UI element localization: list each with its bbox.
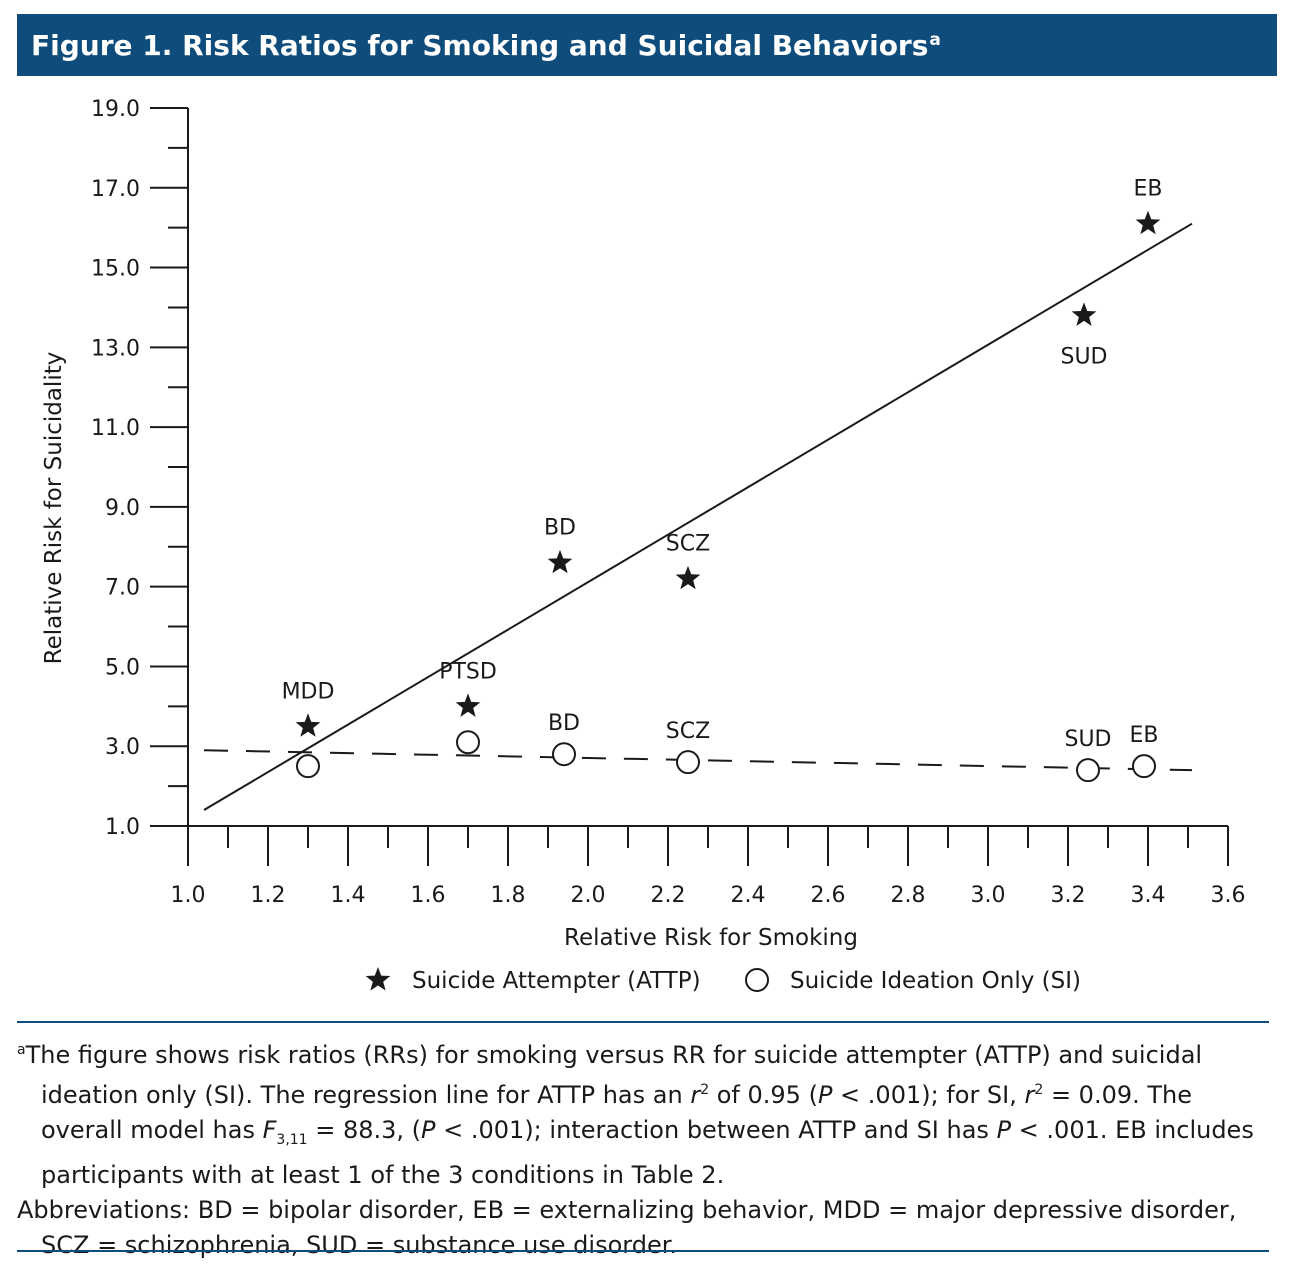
si-circle-point [1076,758,1100,783]
scatter-chart: 1.0 3.0 5.0 7.0 9.0 11.0 13.0 15.0 17.0 19.0 1.0 1.… [41,97,1246,994]
x-axis-title: Relative Risk for Smoking [564,925,858,951]
x-tick-label: 1.8 [491,883,526,908]
si-circle-point [296,754,320,779]
attp-star-point [1135,210,1161,235]
y-tick-label: 9.0 [105,496,140,521]
x-tick-label: 3.4 [1131,883,1166,908]
footnote-text: = 0.09. The overall model has [41,1081,1193,1144]
footnote-text: = 88.3, ( [307,1116,422,1144]
footnote-text: < .001); interaction between ATTP and SI… [435,1116,997,1144]
y-tick-label: 3.0 [105,735,140,760]
y-tick-label: 17.0 [91,177,140,202]
attp-regression-line [203,222,1193,811]
x-tick-label: 3.0 [971,883,1006,908]
footnote-r: r [690,1081,701,1109]
x-tick-label: 1.4 [331,883,366,908]
x-tick-label: 3.6 [1211,883,1246,908]
point-label: SCZ [666,719,710,744]
point-label: BD [544,516,576,541]
x-tick-label: 2.2 [651,883,686,908]
figure-title-footnote-mark: a [929,30,941,50]
point-label: SUD [1064,727,1111,752]
x-tick-label: 3.2 [1051,883,1086,908]
axes: 1.0 3.0 5.0 7.0 9.0 11.0 13.0 15.0 17.0 19.0 1.0 1.… [91,97,1245,908]
footnote: aThe figure shows risk ratios (RRs) for … [17,1033,1277,1263]
point-label: MDD [282,679,335,704]
legend-circle-icon [745,968,769,992]
point-label: PTSD [439,659,497,684]
y-tick-label: 15.0 [91,257,140,282]
x-tick-label: 2.6 [811,883,846,908]
footnote-f-sub: 3,11 [276,1131,308,1148]
attp-star-point [547,549,573,574]
footnote-r: r [1024,1081,1035,1109]
data-points [295,210,1161,783]
footnote-abbreviations: Abbreviations: BD = bipolar disorder, EB… [17,1195,1237,1259]
footnote-p: P [996,1116,1012,1144]
x-tick-label: 1.2 [251,883,286,908]
si-circle-point [676,750,700,775]
footnote-f: F [262,1116,277,1144]
y-tick-label: 19.0 [91,97,140,122]
footnote-text: < .001); for SI, [832,1081,1025,1109]
y-axis-title: Relative Risk for Suicidality [41,352,67,665]
footnote-text: of 0.95 ( [709,1081,818,1109]
x-tick-label: 2.4 [731,883,766,908]
x-tick-label: 2.8 [891,883,926,908]
footnote-r-sup: 2 [700,1082,710,1098]
point-label: EB [1130,723,1159,748]
point-label: SUD [1060,344,1107,369]
legend: Suicide Attempter (ATTP) Suicide Ideation… [365,967,1081,994]
attp-star-point [675,565,701,590]
y-tick-label: 1.0 [105,815,140,840]
legend-attp-label: Suicide Attempter (ATTP) [412,968,701,994]
footnote-text: < .001. EB includes participants with at… [41,1116,1254,1189]
legend-star-icon [365,967,391,991]
legend-si-label: Suicide Ideation Only (SI) [790,968,1081,994]
x-tick-label: 1.0 [171,883,206,908]
attp-star-point [1071,302,1097,326]
footnote-r-sup: 2 [1034,1082,1044,1098]
y-tick-label: 7.0 [105,576,140,601]
attp-star-point [295,713,321,737]
footnote-mark: a [17,1042,26,1058]
point-label: BD [548,711,580,736]
footnote-p: P [421,1116,436,1144]
footnote-text: The figure shows risk ratios (RRs) for s… [25,1041,1203,1109]
point-label: SCZ [666,532,710,557]
footnote-note: aThe figure shows risk ratios (RRs) for … [17,1033,1277,1193]
regression-lines [203,222,1193,811]
x-tick-label: 1.6 [411,883,446,908]
figure-title-banner: Figure 1. Risk Ratios for Smoking and Su… [17,14,1277,76]
point-labels: MDD PTSD BD SCZ SUD EB BD SCZ SUD EB [282,177,1163,752]
footnote-top-rule [17,1021,1269,1023]
si-circle-point [1132,754,1156,779]
attp-star-point [455,693,481,717]
y-tick-label: 11.0 [91,416,140,441]
si-circle-point [456,730,480,755]
figure-title: Figure 1. Risk Ratios for Smoking and Su… [31,28,929,62]
y-tick-label: 5.0 [105,655,140,680]
footnote-bottom-rule [17,1250,1269,1252]
footnote-p: P [817,1081,833,1109]
si-circle-point [552,742,576,767]
y-tick-label: 13.0 [91,336,140,361]
x-tick-label: 2.0 [571,883,606,908]
point-label: EB [1134,177,1163,202]
